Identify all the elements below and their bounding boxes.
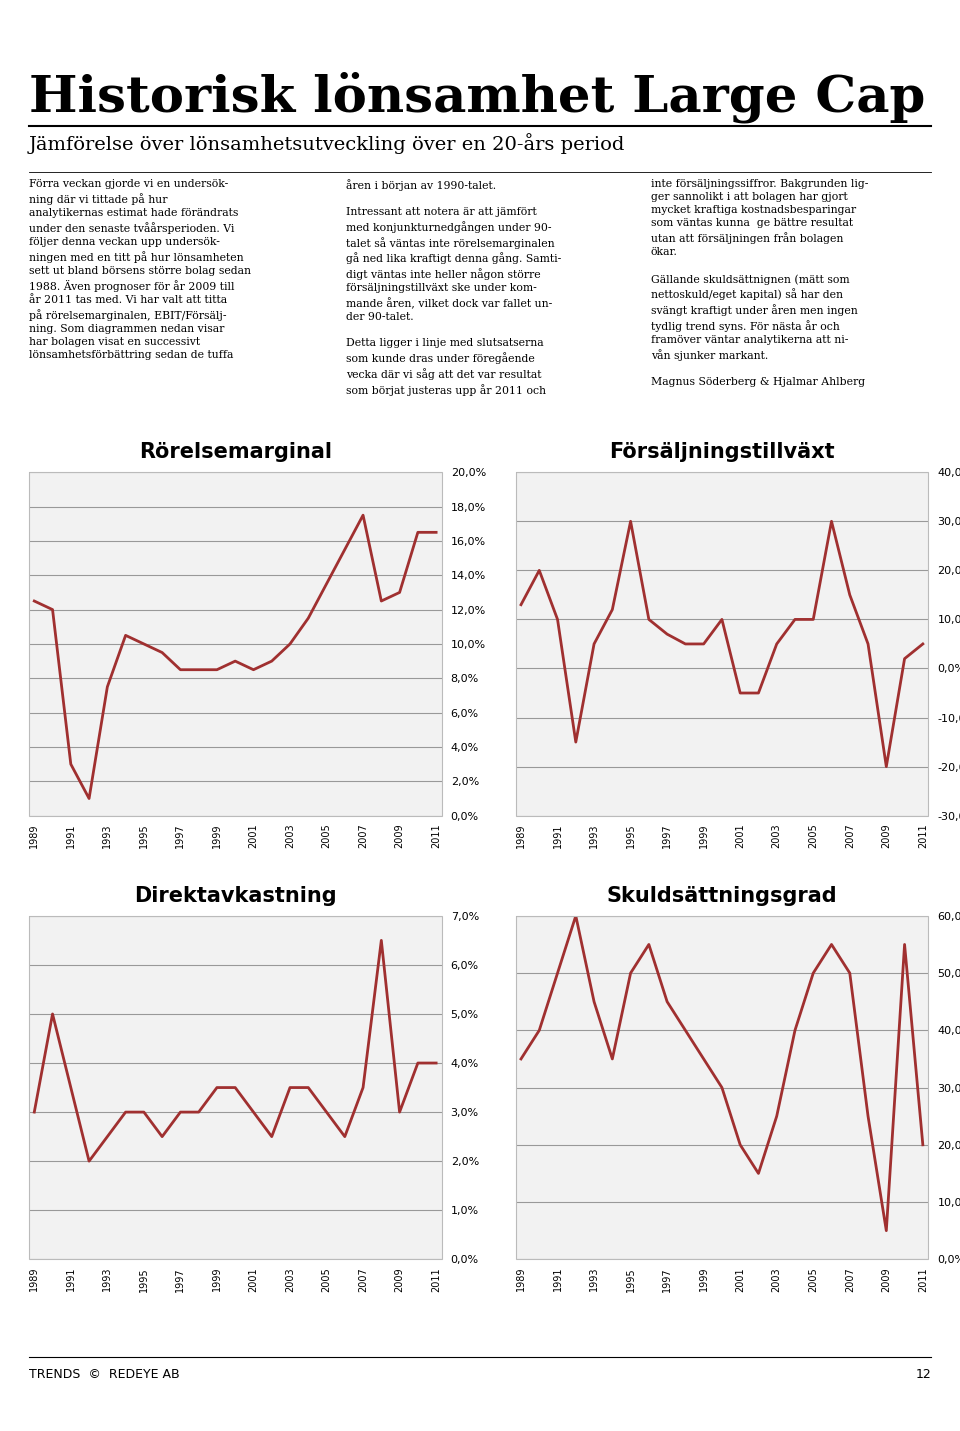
Title: Rörelsemarginal: Rörelsemarginal bbox=[138, 442, 332, 462]
Text: inte försäljningssiffror. Bakgrunden lig-
ger sannolikt i att bolagen har gjort
: inte försäljningssiffror. Bakgrunden lig… bbox=[651, 179, 868, 388]
Text: 12: 12 bbox=[916, 1368, 931, 1381]
Title: Skuldsättningsgrad: Skuldsättningsgrad bbox=[607, 886, 837, 906]
Title: Försäljningstillväxt: Försäljningstillväxt bbox=[609, 442, 835, 462]
Text: åren i början av 1990-talet.

Intressant att notera är att jämfört
med konjunktu: åren i början av 1990-talet. Intressant … bbox=[346, 179, 561, 396]
Text: TRENDS  ©  REDEYE AB: TRENDS © REDEYE AB bbox=[29, 1368, 180, 1381]
Text: Historisk lönsamhet Large Cap: Historisk lönsamhet Large Cap bbox=[29, 72, 925, 123]
Text: Förra veckan gjorde vi en undersök-
ning där vi tittade på hur
analytikernas est: Förra veckan gjorde vi en undersök- ning… bbox=[29, 179, 251, 361]
Text: Aktieanalys: Aktieanalys bbox=[12, 11, 112, 26]
Text: Jämförelse över lönsamhetsutveckling över en 20-års period: Jämförelse över lönsamhetsutveckling öve… bbox=[29, 133, 625, 155]
Title: Direktavkastning: Direktavkastning bbox=[133, 886, 337, 906]
